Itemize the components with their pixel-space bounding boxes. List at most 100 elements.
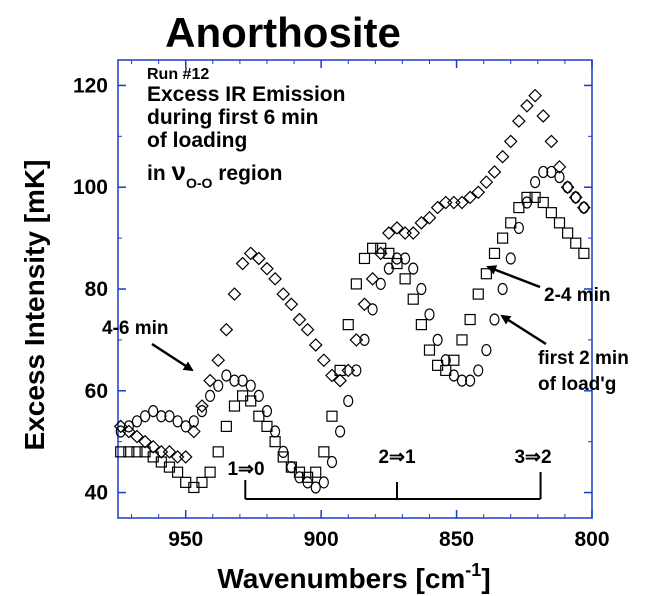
diamond-point bbox=[146, 439, 161, 454]
diamond-point bbox=[406, 226, 421, 240]
square-point bbox=[537, 196, 549, 209]
diamond-point bbox=[487, 165, 502, 179]
x-tick-label: 950 bbox=[168, 528, 203, 551]
circle-point bbox=[343, 394, 354, 408]
circle-point bbox=[465, 374, 476, 387]
chart-title: Anorthosite bbox=[165, 9, 401, 56]
label-first-2-min: first 2 min bbox=[538, 348, 629, 369]
circle-point bbox=[432, 333, 443, 346]
label-4-6-min: 4-6 min bbox=[102, 318, 169, 339]
square-point bbox=[545, 207, 557, 219]
diamond-point bbox=[211, 353, 226, 368]
square-point bbox=[513, 201, 525, 214]
circle-point bbox=[196, 405, 208, 418]
circle-point bbox=[554, 170, 565, 184]
circle-point bbox=[505, 252, 516, 265]
circle-point bbox=[213, 379, 224, 392]
square-point bbox=[399, 273, 411, 285]
diamond-point bbox=[300, 322, 315, 337]
circle-point bbox=[562, 181, 573, 194]
square-point bbox=[269, 436, 281, 448]
note-line-4: in νO-O region bbox=[147, 156, 282, 191]
square-point bbox=[521, 191, 533, 203]
transition-1-0: 1⇒0 bbox=[227, 459, 264, 480]
square-point bbox=[212, 446, 224, 458]
transition-3-2: 3⇒2 bbox=[514, 447, 551, 468]
square-point bbox=[448, 354, 460, 366]
circle-point bbox=[440, 354, 451, 367]
circle-point bbox=[375, 277, 386, 291]
circle-point bbox=[448, 369, 459, 382]
square-point bbox=[334, 364, 346, 377]
circle-point bbox=[261, 405, 273, 418]
circle-point bbox=[335, 425, 346, 438]
square-point bbox=[261, 420, 273, 432]
square-point bbox=[123, 446, 135, 458]
circle-point bbox=[278, 445, 289, 458]
circle-point bbox=[538, 165, 549, 179]
arrow-4-6-min bbox=[151, 342, 194, 372]
diamond-point bbox=[544, 134, 559, 149]
circle-point bbox=[139, 410, 151, 423]
diamond-point bbox=[170, 450, 185, 464]
diamond-point bbox=[398, 226, 412, 240]
circle-point bbox=[294, 471, 305, 484]
y-tick-label: 80 bbox=[85, 278, 108, 301]
square-point bbox=[480, 268, 492, 280]
circle-point bbox=[359, 333, 370, 346]
diamond-point bbox=[284, 297, 299, 312]
circle-point bbox=[351, 364, 362, 377]
diamond-point bbox=[219, 322, 234, 337]
circle-point bbox=[269, 425, 281, 438]
diamond-point bbox=[292, 312, 307, 327]
diamond-point bbox=[382, 226, 396, 240]
square-point bbox=[277, 451, 289, 463]
circle-point bbox=[383, 262, 394, 275]
circle-point bbox=[302, 476, 313, 489]
x-tick-label: 900 bbox=[304, 528, 339, 551]
diamond-point bbox=[390, 221, 404, 235]
square-point bbox=[350, 278, 362, 290]
series-group bbox=[115, 191, 590, 494]
circle-point bbox=[148, 405, 159, 418]
diamond-point bbox=[528, 88, 542, 103]
square-point bbox=[562, 227, 574, 239]
circle-point bbox=[310, 481, 321, 494]
circle-point bbox=[204, 389, 216, 402]
square-point bbox=[407, 293, 419, 305]
circle-point bbox=[497, 282, 508, 296]
diamond-point bbox=[260, 261, 274, 276]
diamond-point bbox=[536, 109, 551, 123]
square-point bbox=[472, 288, 484, 300]
note-line-2: during first 6 min bbox=[147, 106, 319, 129]
diamond-point bbox=[430, 200, 445, 215]
diamond-point bbox=[203, 373, 217, 388]
square-point bbox=[228, 400, 241, 412]
series-labels: 4-6 min 2-4 min first 2 min of load'g bbox=[102, 265, 629, 395]
square-point bbox=[578, 247, 590, 259]
diamond-point bbox=[552, 160, 567, 174]
circle-point bbox=[408, 262, 419, 275]
square-point bbox=[415, 319, 427, 331]
circle-point bbox=[180, 420, 191, 433]
diamond-point bbox=[325, 368, 339, 383]
circle-point bbox=[481, 343, 492, 357]
circle-point bbox=[473, 364, 484, 377]
diamond-point bbox=[479, 175, 494, 189]
axis-ticks: 40 60 80 100 120 950 900 850 800 bbox=[73, 60, 610, 551]
diamond-point bbox=[333, 373, 347, 388]
diamond-point bbox=[162, 444, 177, 459]
square-point bbox=[131, 446, 143, 458]
square-point bbox=[115, 446, 127, 458]
square-point bbox=[342, 319, 354, 331]
square-point bbox=[464, 313, 476, 326]
circle-point bbox=[570, 191, 581, 204]
diamond-point bbox=[138, 434, 152, 449]
diamond-point bbox=[276, 287, 291, 301]
circle-point bbox=[253, 389, 264, 402]
circle-point bbox=[131, 415, 143, 428]
circle-point bbox=[489, 313, 500, 326]
diamond-point bbox=[438, 195, 453, 210]
diamond-point bbox=[195, 399, 209, 413]
